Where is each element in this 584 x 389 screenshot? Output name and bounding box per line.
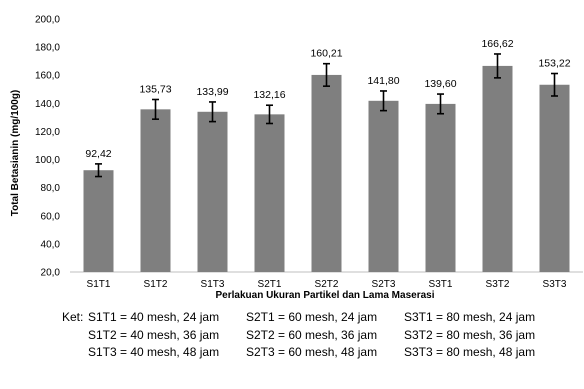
y-axis-label: Total Betasianin (mg/100g) (10, 90, 21, 217)
error-bar (95, 163, 102, 178)
legend-item: S3T1 = 80 mesh, 24 jam (404, 310, 536, 324)
y-tick-label: 100,0 (35, 155, 60, 166)
y-axis-ticks: 20,0 40,0 60,0 80,0 100,0 120,0 140,0 160,0 180,… (35, 15, 60, 279)
bar (311, 74, 342, 272)
x-tick-label: S1T3 (201, 279, 225, 290)
y-tick-label: 160,0 (35, 71, 60, 82)
y-tick-label: 120,0 (35, 127, 60, 138)
error-bar (437, 93, 444, 115)
bar (254, 114, 285, 272)
error-bar (266, 104, 273, 125)
y-tick-label: 20,0 (41, 268, 61, 279)
y-tick-label: 140,0 (35, 99, 60, 110)
data-label: 153,22 (538, 58, 570, 70)
bar-chart: 20,0 40,0 60,0 80,0 100,0 120,0 140,0 160,0 180,… (10, 15, 583, 301)
bar (83, 170, 114, 272)
legend-row: S1T2 = 40 mesh, 36 jam S2T2 = 60 mesh, 3… (62, 327, 564, 345)
legend-item: S3T2 = 80 mesh, 36 jam (404, 327, 536, 342)
data-label: 135,73 (139, 83, 171, 95)
legend-item: S2T1 = 60 mesh, 24 jam (246, 310, 378, 324)
error-bar (551, 72, 558, 97)
legend-prefix: Ket: (62, 310, 84, 324)
x-axis-ticks: S1T1 S1T2 S1T3 S2T1 S2T2 S2T3 S3T1 S3T2 S3T3 (87, 279, 567, 290)
legend-item: S1T1 = 40 mesh, 24 jam (88, 310, 220, 324)
y-tick-label: 40,0 (41, 239, 61, 250)
legend-item: S2T2 = 60 mesh, 36 jam (246, 327, 378, 342)
data-label: 166,62 (481, 38, 513, 50)
x-tick-label: S3T1 (429, 279, 453, 290)
error-bar (380, 90, 387, 112)
bar (539, 84, 570, 272)
data-label: 132,16 (253, 89, 285, 101)
bar (482, 65, 513, 272)
legend-item: S3T3 = 80 mesh, 48 jam (404, 345, 536, 359)
x-axis-label: Perlakuan Ukuran Partikel dan Lama Maser… (216, 290, 435, 301)
legend: Ket: S1T1 = 40 mesh, 24 jam S2T1 = 60 me… (62, 309, 564, 362)
legend-item: S1T3 = 40 mesh, 48 jam (88, 345, 220, 359)
x-tick-label: S2T1 (258, 279, 282, 290)
x-tick-label: S1T2 (144, 279, 168, 290)
error-bar (209, 101, 216, 123)
error-bars (95, 53, 558, 178)
x-tick-label: S2T2 (315, 279, 339, 290)
error-bar (323, 62, 330, 87)
legend-row: Ket: S1T1 = 40 mesh, 24 jam S2T1 = 60 me… (62, 309, 564, 327)
x-tick-label: S2T3 (372, 279, 396, 290)
y-tick-label: 60,0 (41, 211, 61, 222)
data-label: 92,42 (85, 148, 111, 160)
data-label: 133,99 (196, 86, 228, 98)
legend-row: S1T3 = 40 mesh, 48 jam S2T3 = 60 mesh, 4… (62, 344, 564, 362)
x-tick-label: S3T2 (486, 279, 510, 290)
y-tick-label: 200,0 (35, 15, 60, 26)
x-tick-label: S1T1 (87, 279, 111, 290)
error-bar (494, 53, 501, 79)
data-label: 160,21 (310, 48, 342, 60)
bar (425, 103, 456, 272)
x-tick-label: S3T3 (543, 279, 567, 290)
bar (140, 109, 171, 272)
bar (368, 100, 399, 272)
bar (197, 111, 228, 272)
error-bar (152, 98, 159, 120)
data-label: 139,60 (424, 78, 456, 90)
bars (83, 65, 570, 272)
legend-item: S2T3 = 60 mesh, 48 jam (246, 345, 378, 359)
legend-item: S1T2 = 40 mesh, 36 jam (88, 327, 220, 342)
y-tick-label: 180,0 (35, 43, 60, 54)
data-labels: 92,42 135,73 133,99 132,16 160,21 141,80 139,6… (85, 38, 570, 160)
y-tick-label: 80,0 (41, 183, 61, 194)
data-label: 141,80 (367, 75, 399, 87)
